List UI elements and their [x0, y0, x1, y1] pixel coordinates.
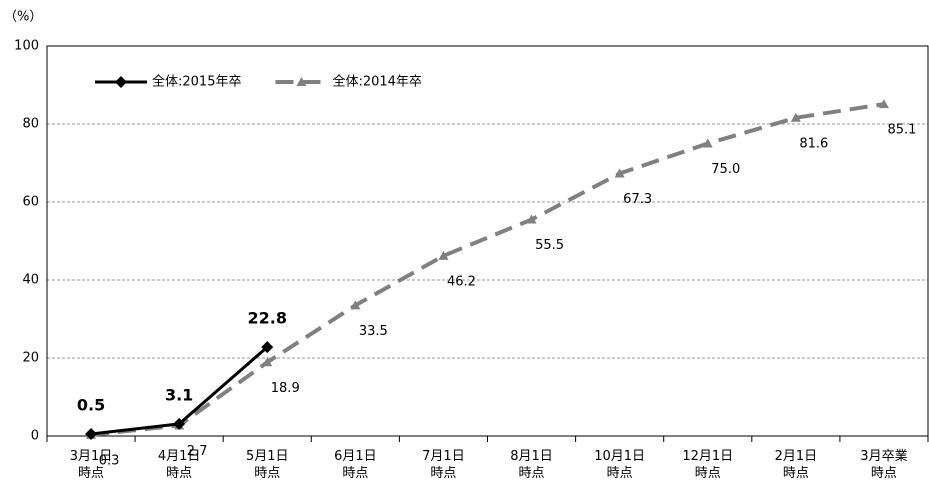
x-tick-label: 3月1日 時点	[69, 449, 113, 481]
y-unit-label: （%）	[4, 10, 42, 25]
data-point	[261, 341, 274, 354]
data-point	[350, 300, 361, 310]
legend-marker	[115, 76, 127, 88]
data-point	[526, 214, 537, 224]
data-point	[614, 168, 625, 178]
data-point	[790, 112, 801, 122]
data-label: 18.9	[271, 381, 300, 396]
data-label: 85.1	[887, 123, 916, 138]
y-tick-label: 60	[22, 195, 39, 210]
x-tick-label: 2月1日 時点	[774, 449, 818, 481]
data-point	[262, 357, 273, 367]
data-label: 0.5	[77, 396, 105, 415]
x-tick-label: 6月1日 時点	[334, 449, 377, 481]
legend-marker	[296, 77, 307, 86]
data-label: 81.6	[799, 136, 828, 151]
x-tick-label: 4月1日 時点	[157, 449, 201, 481]
legend-label: 全体:2014年卒	[332, 74, 421, 90]
data-point	[438, 250, 449, 260]
data-label: 55.5	[535, 238, 564, 253]
x-tick-label: 10月1日 時点	[594, 449, 646, 481]
data-label: 67.3	[623, 192, 652, 207]
data-label: 2.7	[187, 444, 208, 459]
data-label: 46.2	[447, 274, 476, 289]
y-tick-label: 80	[22, 117, 39, 132]
data-point	[878, 99, 889, 109]
data-label: 3.1	[165, 385, 193, 404]
data-label: 33.5	[359, 324, 388, 339]
y-tick-label: 100	[14, 39, 39, 54]
y-tick-label: 20	[22, 351, 39, 366]
x-tick-label: 8月1日 時点	[510, 449, 553, 481]
data-label: 0.3	[99, 453, 120, 468]
legend-label: 全体:2015年卒	[152, 74, 241, 90]
y-tick-label: 40	[22, 273, 39, 288]
data-label: 75.0	[711, 162, 740, 177]
series-line	[90, 102, 885, 437]
data-label: 22.8	[248, 309, 287, 328]
x-tick-label: 12月1日 時点	[682, 449, 734, 481]
x-tick-label: 5月1日 時点	[245, 449, 289, 481]
data-point	[702, 138, 713, 148]
x-tick-label: 3月卒業 時点	[860, 449, 908, 481]
data-point	[173, 417, 186, 430]
plot-frame	[46, 45, 929, 437]
x-tick-label: 7月1日 時点	[422, 449, 465, 481]
data-point	[85, 428, 98, 441]
y-tick-label: 0	[31, 429, 39, 444]
